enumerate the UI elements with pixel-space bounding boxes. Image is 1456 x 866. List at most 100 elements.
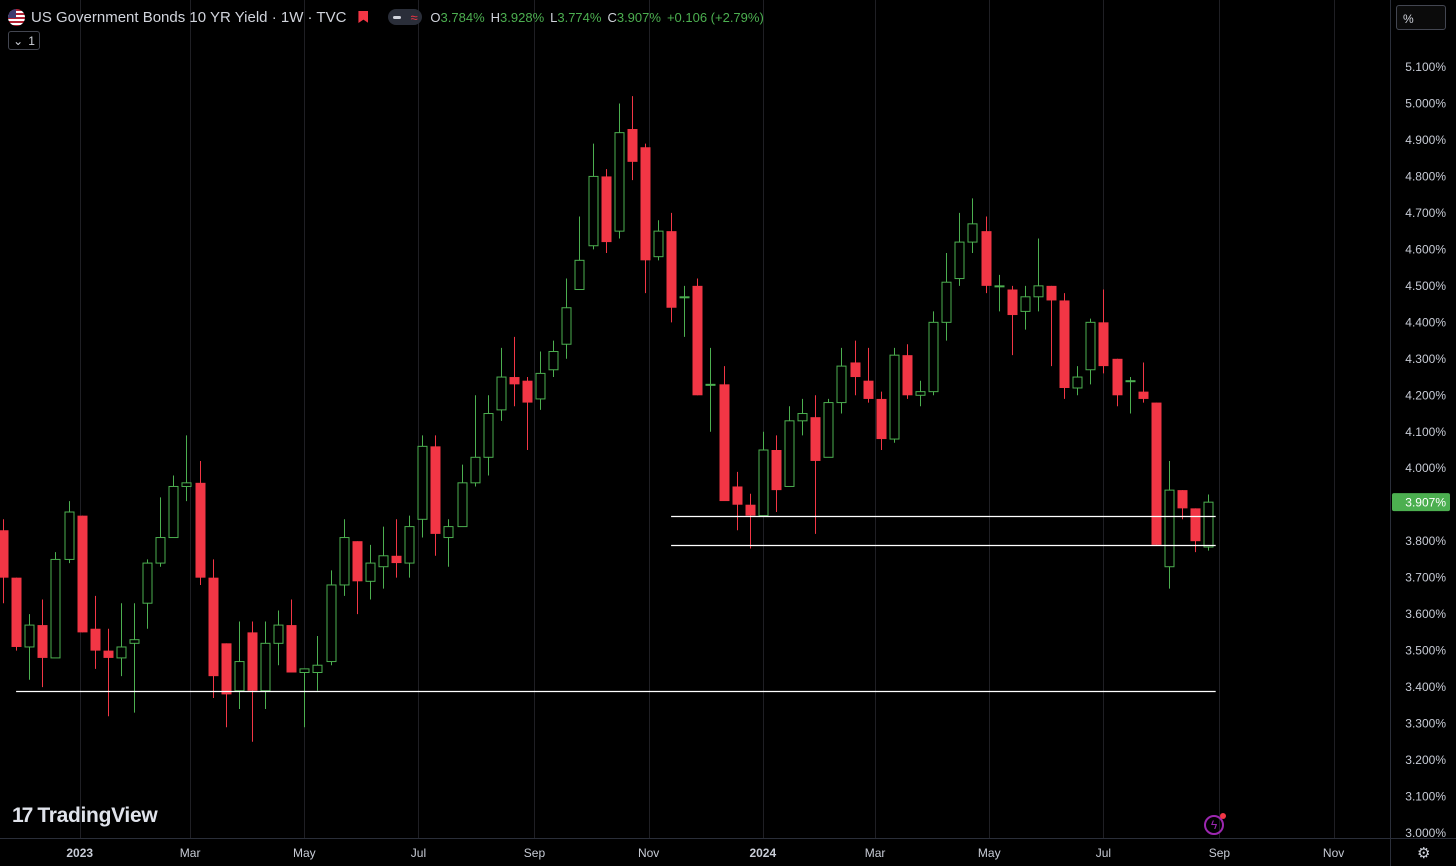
candle-body-up: [24, 624, 35, 648]
candle-body-up: [561, 307, 572, 345]
candle-body-up: [915, 391, 926, 396]
candle-body-up: [1072, 376, 1083, 389]
candle-body-down: [1151, 402, 1162, 545]
candle-body-down: [103, 650, 114, 658]
candle-body-up: [64, 511, 75, 560]
candle-body-down: [810, 417, 821, 461]
candle-body-down: [11, 577, 22, 647]
candle-body-up: [1125, 380, 1136, 383]
candle-body-down: [719, 384, 730, 502]
candle-body-down: [627, 129, 638, 162]
candle-body-down: [850, 362, 861, 378]
y-tick-label: 3.500%: [1405, 644, 1446, 658]
candle-body-up: [548, 351, 559, 371]
candle-body-up: [758, 449, 769, 517]
y-tick-label: 4.100%: [1405, 425, 1446, 439]
ohlc-high: H3.928%: [490, 9, 545, 25]
ohlc-low: L3.774%: [550, 9, 602, 25]
candle-body-up: [679, 296, 690, 299]
candle-body-up: [954, 241, 965, 280]
tradingview-logo[interactable]: 17 TradingView: [12, 804, 158, 828]
y-tick-label: 3.400%: [1405, 680, 1446, 694]
candle-body-up: [142, 562, 153, 604]
candle-body-down: [195, 482, 206, 578]
y-tick-label: 4.600%: [1405, 242, 1446, 256]
candle-body-up: [404, 526, 415, 564]
y-tick-label: 4.700%: [1405, 206, 1446, 220]
last-price-tag: [1392, 493, 1450, 512]
candle-body-up: [1033, 285, 1044, 298]
candle-body-up: [129, 639, 140, 644]
y-tick-label: 3.000%: [1405, 826, 1446, 840]
minus-icon: [393, 15, 402, 19]
candle-body-up: [443, 526, 454, 539]
y-tick-label: 3.800%: [1405, 534, 1446, 548]
y-tick-label: 4.900%: [1405, 133, 1446, 147]
bookmark-flag-icon[interactable]: [358, 11, 369, 23]
candle-body-down: [1007, 289, 1018, 316]
candle-body-down: [77, 515, 88, 633]
y-tick-label: 4.500%: [1405, 279, 1446, 293]
y-tick-label: 3.200%: [1405, 753, 1446, 767]
candle-body-down: [352, 541, 363, 582]
candle-body-up: [339, 537, 350, 586]
lightning-icon[interactable]: ϟ: [1204, 813, 1226, 835]
candle-body-up: [417, 445, 428, 520]
x-tick-label: 2024: [749, 846, 776, 860]
candle-body-down: [391, 555, 402, 564]
candle-body-up: [457, 482, 468, 528]
indicators-collapse-button[interactable]: ⌄ 1: [8, 31, 40, 50]
candle-body-up: [181, 482, 192, 487]
candle-body-up: [823, 402, 834, 458]
candle-body-down: [0, 530, 9, 578]
tradingview-logo-icon: 17: [12, 804, 33, 827]
gear-icon[interactable]: ⚙: [1417, 845, 1431, 862]
candle-body-up: [994, 285, 1005, 288]
scale-unit-field[interactable]: %: [1396, 5, 1446, 30]
symbol-title[interactable]: US Government Bonds 10 YR Yield · 1W · T…: [31, 8, 347, 26]
x-tick-label: Sep: [1209, 846, 1231, 860]
y-tick-label: 4.200%: [1405, 388, 1446, 402]
candle-body-up: [168, 485, 179, 539]
candle-body-down: [981, 231, 992, 286]
candle-body-down: [771, 450, 782, 491]
candle-body-up: [326, 584, 337, 663]
last-price-label: 3.907%: [1405, 496, 1446, 510]
candle-body-up: [1164, 489, 1175, 568]
y-tick-label: 3.600%: [1405, 607, 1446, 621]
us-flag-icon: [8, 8, 25, 26]
candle-body-down: [247, 632, 258, 691]
y-tick-label: 3.100%: [1405, 790, 1446, 804]
candle-body-down: [1059, 300, 1070, 388]
candle-body-up: [535, 372, 546, 400]
y-tick-label: 3.300%: [1405, 717, 1446, 731]
candle-body-up: [483, 413, 494, 458]
candle-body-down: [732, 486, 743, 505]
y-tick-label: 4.800%: [1405, 169, 1446, 183]
x-tick-label: Nov: [638, 846, 659, 860]
indicator-count: 1: [28, 33, 35, 48]
chart-legend: US Government Bonds 10 YR Yield · 1W · T…: [8, 5, 764, 29]
candle-body-up: [797, 413, 808, 422]
candle-body-down: [37, 625, 48, 658]
x-tick-label: May: [978, 846, 1001, 860]
candle-body-down: [1112, 358, 1123, 396]
candle-body-up: [1085, 321, 1096, 371]
candle-body-down: [286, 625, 297, 673]
candle-body-up: [365, 562, 376, 582]
candle-body-down: [522, 380, 533, 403]
candle-body-up: [588, 175, 599, 247]
candle-body-up: [496, 376, 507, 411]
candle-body-up: [470, 456, 481, 484]
candle-body-up: [234, 661, 245, 692]
candle-body-up: [784, 420, 795, 487]
candle-body-down: [1046, 285, 1057, 301]
candle-body-down: [666, 231, 677, 308]
x-tick-label: Nov: [1323, 846, 1344, 860]
candle-body-down: [1190, 508, 1201, 542]
y-tick-label: 5.000%: [1405, 96, 1446, 110]
data-mode-pill[interactable]: ≈: [388, 9, 423, 25]
candle-body-down: [902, 355, 913, 396]
candle-body-up: [155, 537, 166, 564]
